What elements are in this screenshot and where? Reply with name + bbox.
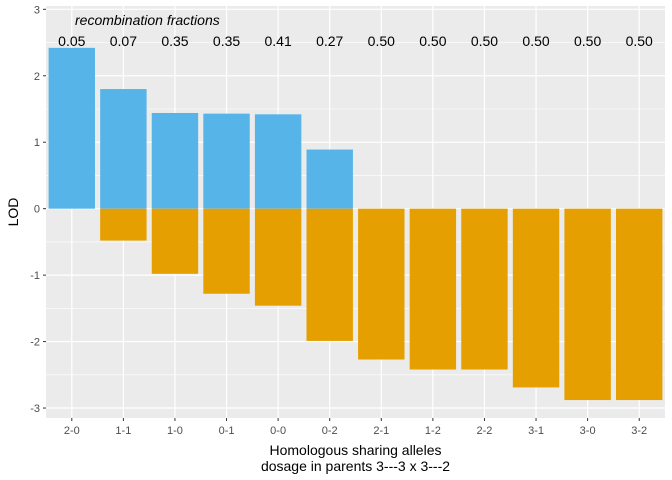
recombination-fractions-annotation: recombination fractions (75, 12, 220, 28)
bar-2-1-negative (358, 208, 405, 360)
bar-0-0-negative (254, 208, 302, 306)
x-tick-label: 0-0 (270, 425, 286, 437)
recombination-fraction-label: 0.05 (58, 33, 85, 49)
x-tick-label: 0-2 (322, 425, 338, 437)
recombination-fraction-label: 0.50 (471, 33, 498, 49)
y-tick-label: 0 (34, 204, 40, 216)
x-tick-label: 2-0 (64, 425, 80, 437)
recombination-fraction-label: 0.27 (316, 33, 343, 49)
x-tick-label: 3-2 (631, 425, 647, 437)
y-tick-label: -1 (30, 270, 40, 282)
y-tick-label: 1 (34, 137, 40, 149)
recombination-fraction-label: 0.35 (161, 33, 188, 49)
bar-0-2-positive (306, 149, 353, 209)
y-tick-label: -3 (30, 403, 40, 415)
y-axis-ticks: -3 -2 -1 0 1 2 3 (30, 4, 46, 415)
bar-1-1-positive (100, 89, 147, 209)
bar-1-1-negative (100, 208, 147, 241)
y-axis-title: LOD (5, 198, 21, 227)
y-tick-label: 3 (34, 4, 40, 16)
recombination-fraction-label: 0.07 (110, 33, 137, 49)
bar-3-0-negative (564, 208, 611, 401)
bar-1-0-negative (151, 208, 199, 274)
x-tick-label: 3-1 (528, 425, 544, 437)
recombination-fraction-label: 0.41 (265, 33, 292, 49)
bar-2-0-positive (48, 47, 96, 209)
recombination-fraction-label: 0.35 (213, 33, 240, 49)
bar-0-2-negative (306, 208, 353, 341)
recombination-fraction-label: 0.50 (419, 33, 446, 49)
bar-0-1-positive (203, 113, 250, 209)
bars (48, 47, 663, 401)
x-axis-title: Homologous sharing alleles (270, 442, 442, 458)
recombination-fraction-label: 0.50 (522, 33, 549, 49)
recombination-fraction-label: 0.50 (368, 33, 395, 49)
recombination-fraction-label: 0.50 (574, 33, 601, 49)
x-tick-label: 1-1 (115, 425, 131, 437)
plot-panel (46, 6, 665, 418)
x-axis-ticks: 2-0 1-1 1-0 0-1 0-0 0-2 2-1 1-2 2-2 3-1 3-0 3-2 (64, 418, 647, 437)
recombination-fraction-label: 0.50 (626, 33, 653, 49)
bar-0-1-negative (203, 208, 250, 294)
bar-1-0-positive (151, 112, 199, 209)
recombination-fraction-labels: 0.05 0.07 0.35 0.35 0.41 0.27 0.50 0.50 0.50 0.50… (58, 33, 653, 49)
x-tick-label: 0-1 (219, 425, 235, 437)
bar-3-1-negative (512, 208, 560, 388)
y-tick-label: -2 (30, 337, 40, 349)
bar-3-2-negative (615, 208, 663, 401)
x-axis-subtitle: dosage in parents 3---3 x 3---2 (261, 458, 450, 474)
x-tick-label: 1-0 (167, 425, 183, 437)
x-tick-label: 2-2 (477, 425, 493, 437)
x-tick-label: 1-2 (425, 425, 441, 437)
x-tick-label: 2-1 (373, 425, 389, 437)
bar-1-2-negative (409, 208, 457, 370)
x-tick-label: 3-0 (580, 425, 596, 437)
bar-0-0-positive (254, 114, 302, 209)
bar-2-2-negative (461, 208, 508, 370)
y-tick-label: 2 (34, 71, 40, 83)
